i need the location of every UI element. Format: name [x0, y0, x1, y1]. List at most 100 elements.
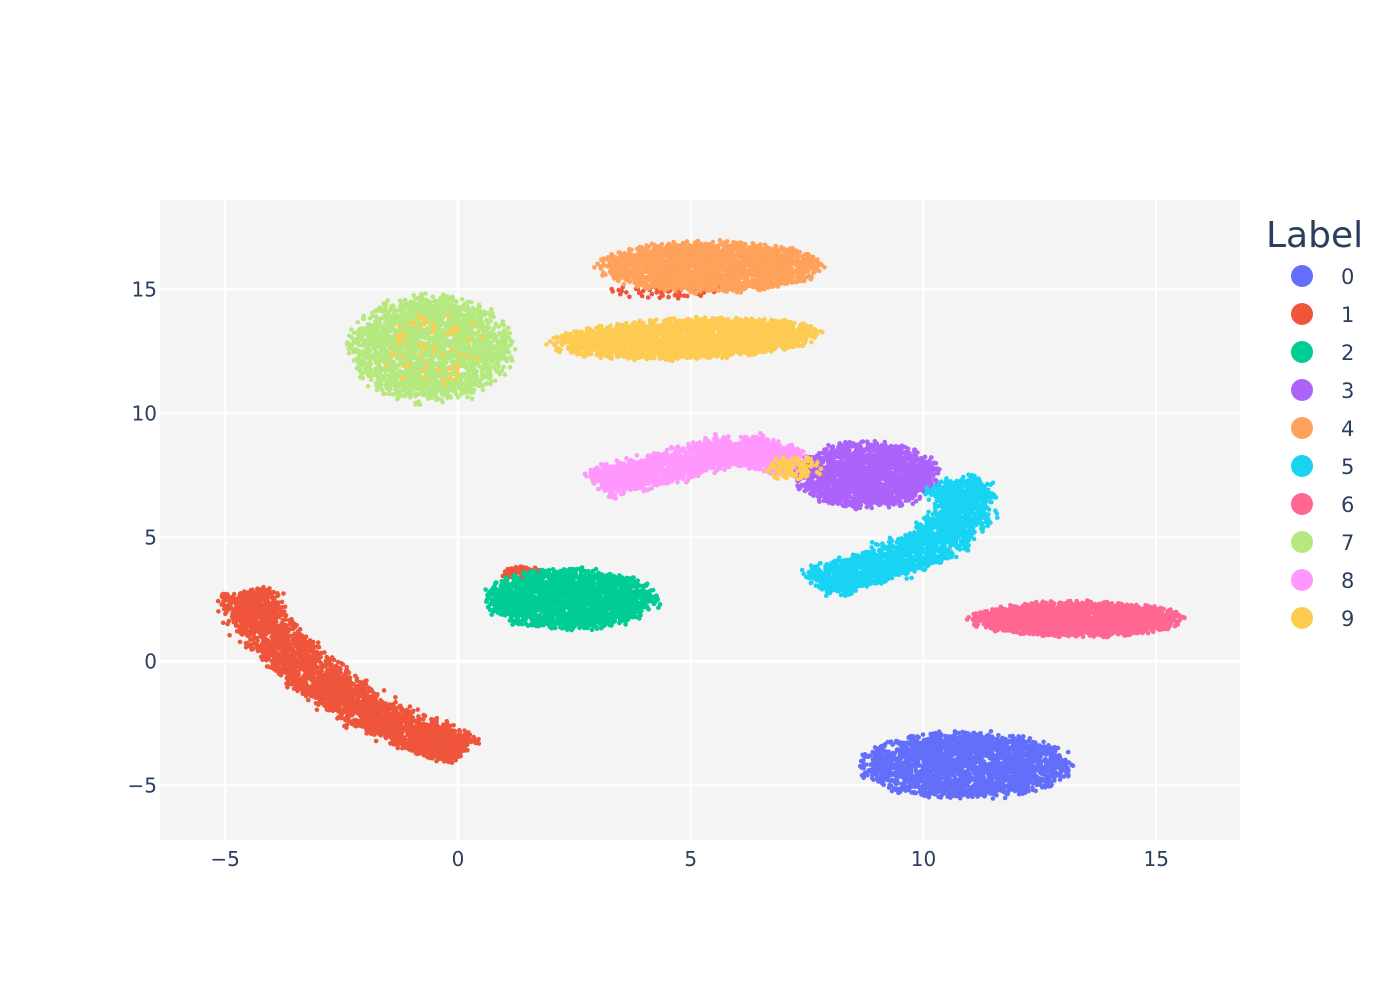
data-point — [886, 749, 891, 755]
data-point — [997, 751, 1003, 757]
data-point — [1041, 739, 1046, 745]
data-point — [1001, 751, 1007, 756]
data-point — [977, 786, 983, 791]
data-point — [360, 680, 366, 685]
data-point — [281, 591, 286, 596]
data-point — [886, 760, 891, 766]
data-point — [1017, 784, 1022, 789]
data-point — [879, 760, 885, 765]
data-point — [1045, 759, 1051, 764]
data-point — [1021, 764, 1026, 770]
data-point — [922, 789, 928, 795]
data-point — [947, 741, 952, 747]
data-point — [988, 791, 993, 796]
data-point — [993, 781, 998, 786]
data-point — [899, 782, 905, 787]
data-point — [940, 763, 945, 768]
data-point — [290, 626, 296, 632]
data-point — [869, 775, 875, 781]
data-point — [897, 754, 902, 759]
data-point — [1013, 750, 1018, 755]
data-point — [952, 766, 958, 772]
data-point — [1037, 770, 1043, 775]
data-point — [340, 662, 346, 667]
data-point — [925, 747, 931, 752]
data-point — [1010, 737, 1016, 742]
data-point — [922, 784, 928, 790]
data-point — [945, 775, 950, 780]
data-point — [1039, 759, 1045, 764]
data-point — [909, 784, 914, 790]
data-point — [1027, 777, 1033, 783]
data-point — [1020, 777, 1025, 783]
data-point — [373, 738, 379, 744]
data-point — [985, 762, 991, 768]
data-point — [975, 794, 980, 799]
data-point — [988, 749, 994, 755]
data-point — [285, 679, 291, 685]
data-point — [1015, 755, 1021, 760]
data-point — [978, 738, 983, 744]
data-point — [951, 793, 957, 799]
data-point — [1015, 759, 1021, 764]
data-point — [916, 772, 922, 778]
data-point — [969, 755, 975, 760]
data-point — [329, 655, 335, 660]
data-point — [952, 773, 957, 779]
data-point — [1043, 772, 1049, 778]
data-point — [917, 779, 922, 785]
data-point — [1008, 787, 1014, 792]
data-point — [997, 772, 1003, 778]
data-point — [1036, 752, 1042, 757]
data-point — [884, 774, 890, 780]
data-point — [962, 758, 968, 764]
data-point — [1065, 749, 1071, 755]
data-point — [269, 634, 274, 639]
data-point — [950, 761, 956, 767]
data-point — [963, 730, 968, 736]
data-point — [895, 780, 901, 786]
data-point — [221, 591, 227, 597]
data-point — [964, 788, 969, 793]
data-point — [979, 743, 985, 748]
data-point — [988, 729, 994, 734]
data-point — [977, 760, 983, 766]
data-point — [897, 786, 903, 791]
data-point — [1005, 744, 1011, 750]
data-point — [994, 777, 1000, 782]
data-point — [946, 764, 952, 770]
data-point — [893, 738, 899, 744]
data-point — [1018, 769, 1024, 774]
data-point — [216, 609, 221, 614]
data-point — [1026, 762, 1032, 768]
data-point — [1061, 767, 1067, 773]
data-point — [938, 769, 944, 775]
data-point — [891, 751, 896, 757]
data-point — [337, 665, 343, 671]
data-point — [1056, 771, 1061, 777]
data-point — [1055, 745, 1061, 751]
data-point — [963, 792, 968, 797]
data-point — [421, 712, 427, 718]
data-point — [967, 736, 972, 742]
data-point — [1023, 746, 1028, 751]
data-point — [953, 738, 959, 743]
data-point — [971, 764, 976, 769]
data-point — [957, 760, 963, 765]
data-point — [1025, 758, 1031, 763]
data-point — [938, 736, 943, 741]
data-point — [992, 768, 998, 773]
data-point — [1052, 771, 1057, 777]
data-point — [911, 789, 917, 795]
data-point — [910, 737, 915, 742]
data-point — [1016, 774, 1022, 779]
data-point — [1066, 768, 1071, 773]
data-point — [936, 778, 942, 784]
data-point — [888, 778, 893, 784]
data-point — [937, 788, 942, 794]
data-point — [961, 772, 967, 778]
data-point — [297, 626, 303, 632]
data-point — [879, 776, 885, 782]
data-point — [1055, 755, 1061, 760]
data-point — [381, 688, 387, 693]
